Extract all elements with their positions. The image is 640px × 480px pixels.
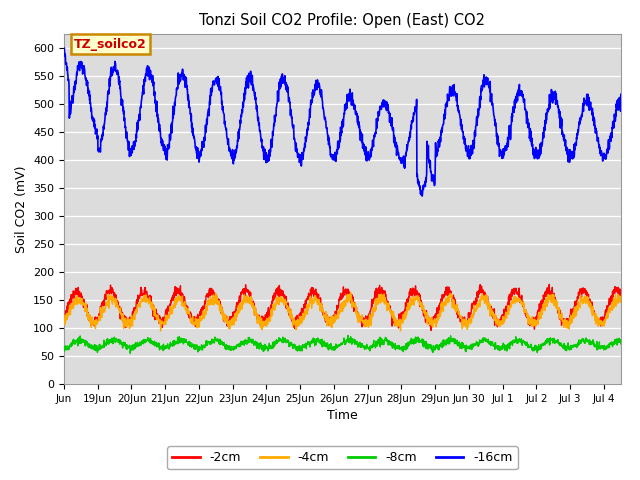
Y-axis label: Soil CO2 (mV): Soil CO2 (mV) <box>15 165 28 252</box>
X-axis label: Time: Time <box>327 409 358 422</box>
Legend: -2cm, -4cm, -8cm, -16cm: -2cm, -4cm, -8cm, -16cm <box>167 446 518 469</box>
Title: Tonzi Soil CO2 Profile: Open (East) CO2: Tonzi Soil CO2 Profile: Open (East) CO2 <box>200 13 485 28</box>
Text: TZ_soilco2: TZ_soilco2 <box>74 37 147 50</box>
